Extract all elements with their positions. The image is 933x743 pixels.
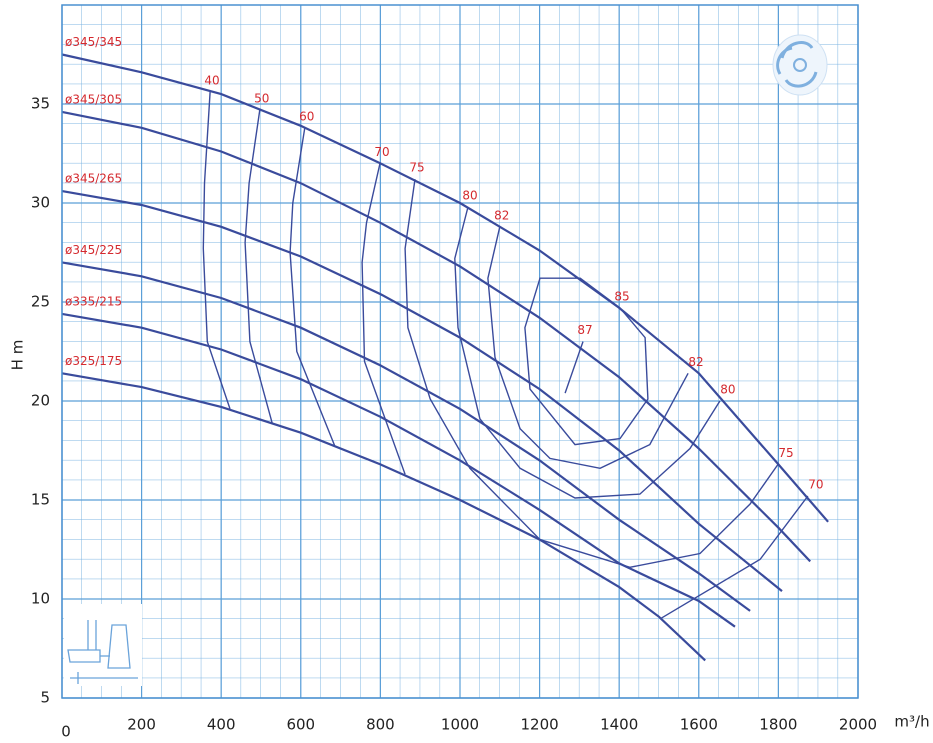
pump-curve: [61, 190, 783, 592]
y-tick-label: 20: [31, 392, 50, 410]
x-tick-label: 0: [61, 723, 71, 740]
y-tick-label: 30: [31, 194, 50, 212]
efficiency-curve: [404, 179, 779, 569]
efficiency-label: 60: [299, 109, 314, 123]
efficiency-curve: [487, 226, 689, 470]
curve-label: ø325/175: [65, 354, 122, 368]
curve-label: ø345/225: [65, 243, 122, 257]
x-tick-label: 200: [127, 716, 156, 734]
efficiency-curve: [454, 206, 721, 499]
curve-label: ø345/345: [65, 35, 122, 49]
plot-frame: [61, 4, 859, 699]
y-tick-label: 25: [31, 293, 50, 311]
efficiency-label: 80: [462, 188, 477, 202]
x-tick-label: 1200: [521, 716, 559, 734]
efficiency-label: 82: [494, 208, 509, 222]
x-tick-label: 1400: [600, 716, 638, 734]
y-tick-label: 10: [31, 590, 50, 608]
efficiency-label: 80: [720, 383, 735, 397]
pump-icon: [64, 604, 142, 686]
curve-label: ø345/305: [65, 92, 122, 106]
y-axis-label: H m: [9, 340, 27, 371]
efficiency-curve: [202, 92, 231, 410]
pump-curve: [61, 53, 829, 523]
efficiency-label: 75: [778, 446, 793, 460]
efficiency-label: 87: [577, 323, 592, 337]
efficiency-label: 75: [409, 161, 424, 175]
x-axis-label: m³/h: [894, 713, 929, 731]
pump-curve: [61, 372, 706, 662]
x-tick-label: 800: [366, 716, 395, 734]
x-tick-label: 1000: [441, 716, 479, 734]
pump-curve: [61, 261, 751, 612]
y-tick-label: 5: [40, 689, 50, 707]
y-tick-label: 35: [31, 95, 50, 113]
efficiency-label: 82: [688, 355, 703, 369]
efficiency-label: 70: [808, 478, 823, 492]
pump-curve: [61, 110, 812, 563]
x-tick-label: 2000: [839, 716, 877, 734]
efficiency-label: 50: [254, 91, 269, 105]
efficiency-curve: [524, 277, 649, 446]
curve-label: ø335/215: [65, 294, 122, 308]
y-tick-label: 15: [31, 491, 50, 509]
efficiency-label: 85: [614, 289, 629, 303]
pump-curve: [61, 312, 736, 628]
curve-label: ø345/265: [65, 172, 122, 186]
efficiency-curve: [244, 109, 273, 423]
x-tick-label: 400: [207, 716, 236, 734]
efficiency-label: 40: [204, 74, 219, 88]
logo: [772, 34, 828, 96]
efficiency-label: 70: [374, 145, 389, 159]
curves: [61, 53, 829, 662]
x-tick-label: 1800: [759, 716, 797, 734]
x-tick-label: 600: [286, 716, 315, 734]
x-tick-label: 1600: [680, 716, 718, 734]
efficiency-curve: [564, 341, 584, 394]
